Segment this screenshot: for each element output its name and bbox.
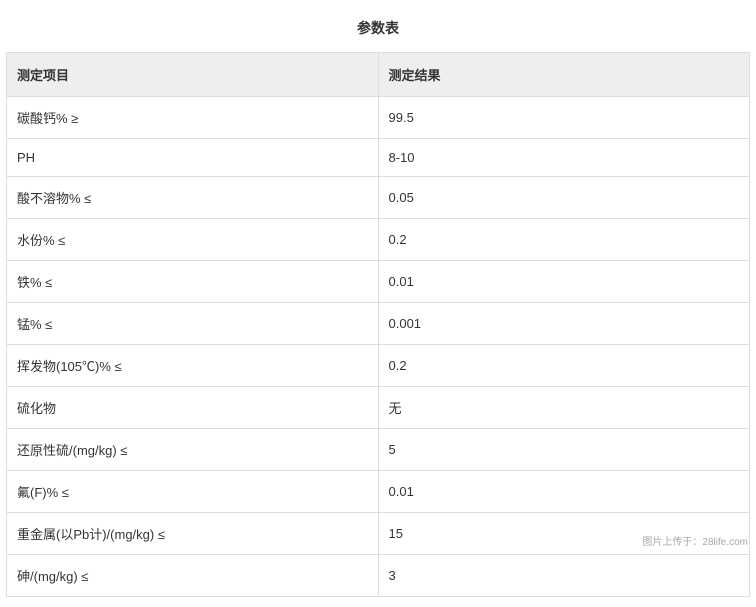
cell-result: 0.2 [378,345,750,387]
cell-result: 0.001 [378,303,750,345]
table-row: 重金属(以Pb计)/(mg/kg) ≤ 15 [7,513,750,555]
cell-item: 重金属(以Pb计)/(mg/kg) ≤ [7,513,379,555]
table-header-row: 测定项目 测定结果 [7,53,750,97]
column-header-item: 测定项目 [7,53,379,97]
table-row: 碳酸钙% ≥ 99.5 [7,97,750,139]
table-row: PH 8-10 [7,139,750,177]
cell-result: 0.01 [378,471,750,513]
cell-result: 3 [378,555,750,597]
cell-item: 锰% ≤ [7,303,379,345]
cell-item: 酸不溶物% ≤ [7,177,379,219]
cell-result: 0.2 [378,219,750,261]
cell-result: 5 [378,429,750,471]
table-row: 酸不溶物% ≤ 0.05 [7,177,750,219]
parameter-table: 测定项目 测定结果 碳酸钙% ≥ 99.5 PH 8-10 酸不溶物% ≤ 0.… [6,52,750,597]
cell-item: 砷/(mg/kg) ≤ [7,555,379,597]
cell-result: 0.05 [378,177,750,219]
table-row: 挥发物(105℃)% ≤ 0.2 [7,345,750,387]
cell-result: 0.01 [378,261,750,303]
watermark-text: 图片上传于：28life.com [642,533,748,548]
table-row: 水份% ≤ 0.2 [7,219,750,261]
cell-result: 8-10 [378,139,750,177]
cell-item: 氟(F)% ≤ [7,471,379,513]
table-row: 砷/(mg/kg) ≤ 3 [7,555,750,597]
cell-result: 99.5 [378,97,750,139]
table-row: 锰% ≤ 0.001 [7,303,750,345]
cell-result: 无 [378,387,750,429]
cell-item: 挥发物(105℃)% ≤ [7,345,379,387]
parameter-table-container: 参数表 测定项目 测定结果 碳酸钙% ≥ 99.5 PH 8-10 酸不溶物% … [0,0,756,607]
table-row: 氟(F)% ≤ 0.01 [7,471,750,513]
table-body: 碳酸钙% ≥ 99.5 PH 8-10 酸不溶物% ≤ 0.05 水份% ≤ 0… [7,97,750,597]
table-title: 参数表 [6,10,750,52]
table-row: 铁% ≤ 0.01 [7,261,750,303]
table-row: 还原性硫/(mg/kg) ≤ 5 [7,429,750,471]
cell-item: 水份% ≤ [7,219,379,261]
cell-item: 碳酸钙% ≥ [7,97,379,139]
cell-item: PH [7,139,379,177]
column-header-result: 测定结果 [378,53,750,97]
table-row: 硫化物 无 [7,387,750,429]
cell-item: 还原性硫/(mg/kg) ≤ [7,429,379,471]
cell-item: 硫化物 [7,387,379,429]
cell-item: 铁% ≤ [7,261,379,303]
